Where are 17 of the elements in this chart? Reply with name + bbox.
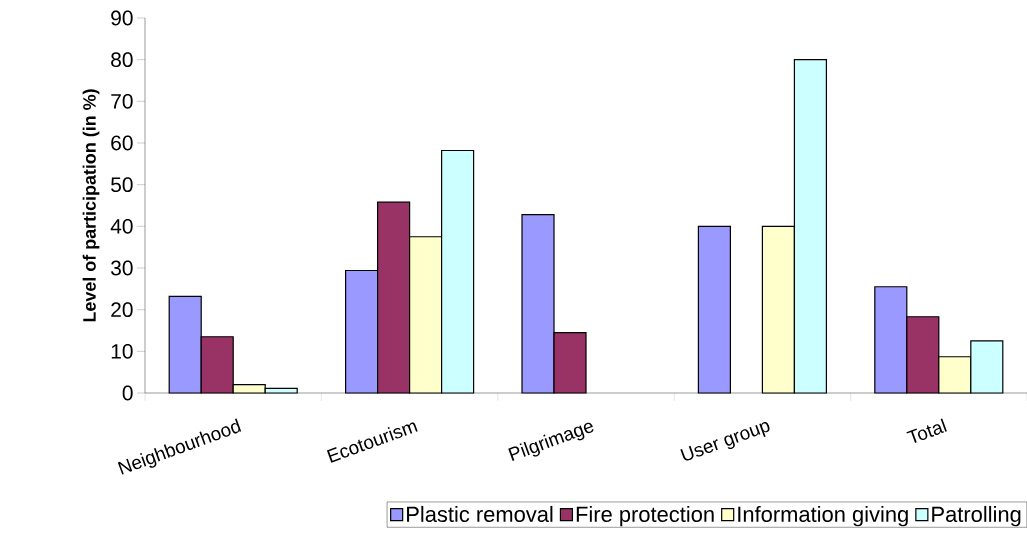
x-tick-label: User group <box>680 421 770 461</box>
y-tick-label: 20 <box>111 302 133 318</box>
y-tick-label: 80 <box>111 52 133 68</box>
y-tick-label: 50 <box>111 177 133 193</box>
y-tick-label: 60 <box>111 135 133 151</box>
legend-label: Fire protection <box>576 505 714 527</box>
y-tick-label: 70 <box>111 93 133 109</box>
y-axis-title: Level of participation (in %) <box>82 89 100 322</box>
x-tick-label: Total <box>906 418 947 443</box>
y-tick-label: 30 <box>111 260 133 276</box>
legend-label: Plastic removal <box>407 505 553 523</box>
legend-label: Information giving <box>738 505 908 527</box>
y-tick-label: 90 <box>111 10 133 26</box>
y-tick-label: 10 <box>111 343 133 359</box>
legend-label: Patrolling <box>932 505 1021 527</box>
y-tick-label: 0 <box>122 385 133 401</box>
y-tick-label: 40 <box>110 218 133 234</box>
